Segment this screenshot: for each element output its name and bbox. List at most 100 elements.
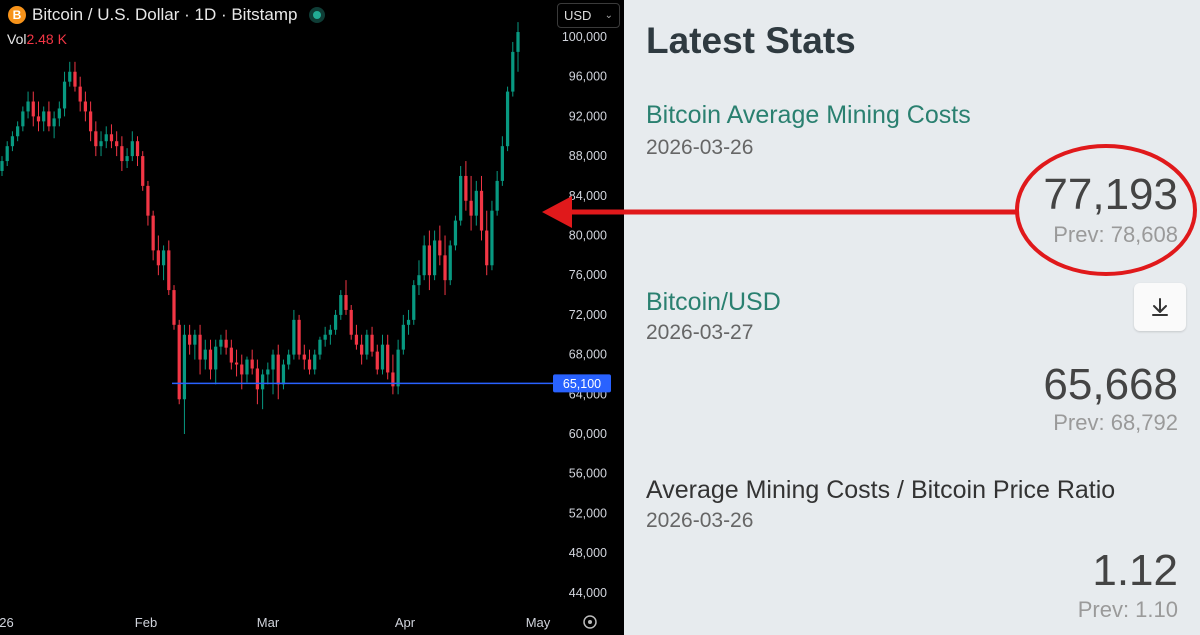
candle-body [412,285,416,320]
candle-body [422,245,426,276]
support-price-tag [553,374,611,393]
candle-body [99,141,103,147]
candle-body [360,344,364,355]
y-tick-label: 44,000 [569,586,607,600]
chevron-down-icon: ⌄ [604,10,613,21]
candle-body [375,351,379,370]
candle-body [318,339,322,355]
candle-body [427,245,432,276]
y-axis: 100,000 96,000 92,000 88,000 84,000 80,000 76,… [562,30,607,600]
candle-body [453,220,458,246]
candle-body [130,141,134,157]
candle-body [500,146,504,181]
currency-select[interactable]: USD ⌄ [557,3,620,28]
stat-link-mining-costs[interactable]: Bitcoin Average Mining Costs [646,101,971,129]
candle-body [464,175,468,201]
candle-body [16,126,20,137]
candlestick-chart[interactable]: 100,000 96,000 92,000 88,000 84,000 80,000 76,… [0,0,624,635]
stat-value-bitcoin-usd: 65,668 [1043,360,1178,409]
candle-body [313,354,317,370]
candle-body [198,334,202,360]
x-tick-label: Mar [257,615,280,630]
candle-body [276,354,280,385]
candle-body [125,156,129,162]
chart-panel[interactable]: 100,000 96,000 92,000 88,000 84,000 80,000 76,… [0,0,624,635]
y-tick-label: 80,000 [569,229,607,243]
candle-body [490,210,494,266]
candle-body [234,362,239,365]
candle-body [94,131,98,147]
candle-body [370,334,374,352]
stat-value-mining-costs: 77,193 [1043,170,1178,219]
candle-body [479,190,484,231]
stat-date-mining-costs: 2026-03-26 [646,136,754,159]
candle-body [208,349,213,370]
volume-value: 2.48 K [26,31,67,47]
candle-body [396,349,400,387]
candle-body [62,81,67,109]
candle-body [229,347,233,363]
stat-date-ratio: 2026-03-26 [646,509,754,532]
candle-body [214,346,218,370]
stat-prev-mining-costs: Prev: 78,608 [1053,222,1178,247]
stat-prev-ratio: Prev: 1.10 [1077,597,1178,622]
y-tick-label: 72,000 [569,308,607,322]
candle-body [323,334,327,340]
y-tick-label: 52,000 [569,506,607,520]
candle-body [146,185,150,216]
candle-body [167,250,171,291]
candle-body [297,319,301,355]
x-tick-label: 026 [0,615,14,630]
candle-body [245,359,249,375]
candle-body [104,134,108,142]
volume-label: Vol [7,31,27,47]
candle-body [109,134,114,142]
y-tick-label: 84,000 [569,189,607,203]
candle-body [271,354,275,370]
candle-body [302,354,306,360]
candle-body [250,359,254,369]
y-tick-label: 68,000 [569,348,607,362]
candle-body [406,319,411,325]
candle-body [120,146,124,162]
candle-body [115,141,119,147]
candle-body [495,180,499,211]
candle-body [443,255,447,281]
stats-panel: Latest Stats Bitcoin Average Mining Cost… [624,0,1200,635]
y-tick-label: 100,000 [562,30,607,44]
stat-title-ratio: Average Mining Costs / Bitcoin Price Rat… [646,476,1116,504]
chart-header: B Bitcoin / U.S. Dollar · 1D · Bitstamp [8,5,326,25]
download-icon [1152,298,1168,316]
stat-link-bitcoin-usd[interactable]: Bitcoin/USD [646,288,781,316]
candle-body [469,200,473,216]
candle-body [349,309,353,335]
symbol-title[interactable]: Bitcoin / U.S. Dollar · 1D · Bitstamp [32,5,298,24]
candle-body [0,161,4,171]
candle-body [141,156,145,186]
currency-value: USD [564,8,592,23]
candle-body [21,111,25,127]
candle-body [391,372,395,387]
candle-body [287,354,291,365]
stat-prev-bitcoin-usd: Prev: 68,792 [1053,410,1178,435]
candle-body [240,364,244,375]
candle-body [339,295,343,315]
candle-body [417,275,421,286]
y-tick-label: 92,000 [569,109,607,123]
candle-body [73,71,77,87]
settings-icon[interactable] [583,615,597,629]
download-button[interactable] [1134,283,1186,331]
y-tick-label: 56,000 [569,467,607,481]
candle-body [78,86,82,102]
candle-body [26,101,30,112]
candle-body [31,101,35,117]
candle-body [36,116,41,122]
candle-body [177,324,181,400]
candle-body [5,146,9,162]
candle-body [52,118,56,127]
candle-body [516,32,520,52]
candle-body [42,111,46,122]
candle-body [255,368,260,390]
panel-title: Latest Stats [646,20,856,61]
candle-body [219,339,223,347]
